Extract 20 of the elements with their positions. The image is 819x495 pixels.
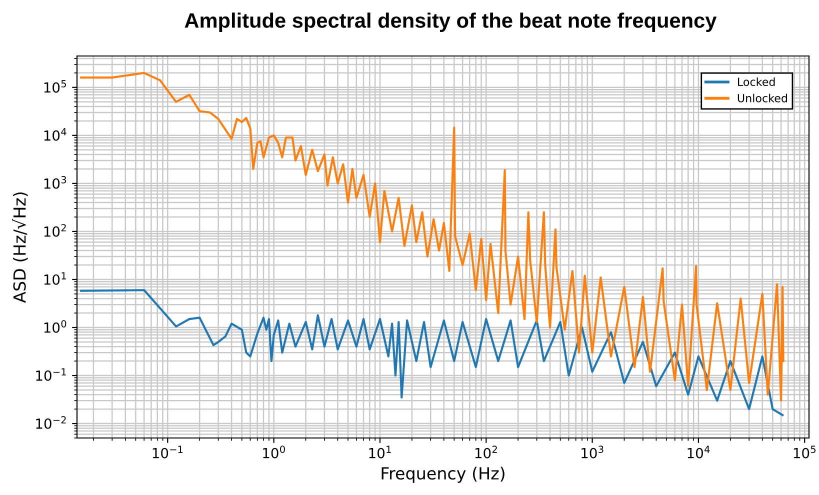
chart-title: Amplitude spectral density of the beat note frequency: [184, 12, 717, 32]
x-tick-label: 10$^{−1}$: [152, 446, 183, 458]
legend-label: Unlocked: [738, 94, 788, 102]
y-tick-label: 10$^{−2}$: [36, 416, 66, 429]
x-tick-label: 10$^{4}$: [688, 446, 710, 458]
y-tick-label: 10$^{−1}$: [36, 368, 66, 381]
x-tick-label: 10$^{3}$: [582, 446, 604, 458]
y-tick-label: 10$^{2}$: [44, 224, 66, 237]
x-tick-label: 10$^{1}$: [369, 446, 391, 458]
y-tick-label: 10$^{3}$: [44, 176, 66, 189]
y-axis-title: ASD (Hz/√Hz): [12, 192, 28, 303]
y-tick-label: 10$^{0}$: [44, 320, 66, 333]
x-tick-label: 10$^{0}$: [263, 446, 285, 458]
legend-label: Locked: [738, 77, 775, 86]
y-tick-label: 10$^{5}$: [44, 80, 66, 93]
x-tick-label: 10$^{2}$: [475, 446, 497, 458]
y-tick-label: 10$^{4}$: [44, 128, 66, 141]
y-tick-label: 10$^{1}$: [44, 272, 66, 285]
x-axis-title: Frequency (Hz): [382, 466, 504, 483]
x-tick-label: 10$^{5}$: [794, 446, 816, 458]
